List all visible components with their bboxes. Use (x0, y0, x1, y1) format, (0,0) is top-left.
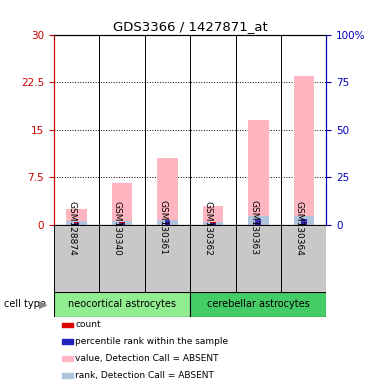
Bar (281, 225, 326, 292)
Bar (157, 158, 178, 225)
Bar (190, 292, 326, 317)
Bar (210, 222, 216, 225)
Bar (157, 220, 178, 225)
Bar (66, 209, 87, 225)
Text: neocortical astrocytes: neocortical astrocytes (68, 299, 176, 310)
Text: cell type: cell type (4, 299, 46, 310)
Bar (248, 216, 269, 225)
Text: rank, Detection Call = ABSENT: rank, Detection Call = ABSENT (75, 371, 214, 380)
Title: GDS3366 / 1427871_at: GDS3366 / 1427871_at (113, 20, 267, 33)
Bar (256, 222, 261, 225)
Bar (210, 223, 216, 225)
Bar (165, 222, 170, 225)
Bar (112, 184, 132, 225)
Bar (203, 206, 223, 225)
Text: GSM130364: GSM130364 (295, 200, 304, 255)
Bar (112, 222, 132, 225)
Text: GSM130362: GSM130362 (204, 200, 213, 255)
Bar (62, 356, 73, 361)
Bar (248, 120, 269, 225)
Text: ▶: ▶ (39, 299, 47, 310)
Text: count: count (75, 320, 101, 329)
Bar (236, 225, 281, 292)
Bar (66, 222, 87, 225)
Bar (54, 225, 99, 292)
Bar (62, 339, 73, 344)
Bar (119, 222, 125, 225)
Bar (190, 225, 236, 292)
Bar (145, 225, 190, 292)
Bar (203, 222, 223, 225)
Bar (74, 223, 79, 225)
Bar (62, 373, 73, 377)
Text: cerebellar astrocytes: cerebellar astrocytes (207, 299, 310, 310)
Text: percentile rank within the sample: percentile rank within the sample (75, 337, 229, 346)
Text: GSM130361: GSM130361 (158, 200, 167, 255)
Text: value, Detection Call = ABSENT: value, Detection Call = ABSENT (75, 354, 219, 363)
Bar (62, 323, 73, 327)
Bar (256, 219, 261, 225)
Text: GSM128874: GSM128874 (68, 200, 76, 255)
Text: GSM130340: GSM130340 (113, 200, 122, 255)
Bar (301, 222, 306, 225)
Bar (293, 216, 314, 225)
Bar (301, 219, 306, 225)
Bar (119, 223, 125, 225)
Bar (293, 76, 314, 225)
Text: GSM130363: GSM130363 (249, 200, 258, 255)
Bar (54, 292, 190, 317)
Bar (74, 222, 79, 225)
Bar (165, 220, 170, 225)
Bar (99, 225, 145, 292)
